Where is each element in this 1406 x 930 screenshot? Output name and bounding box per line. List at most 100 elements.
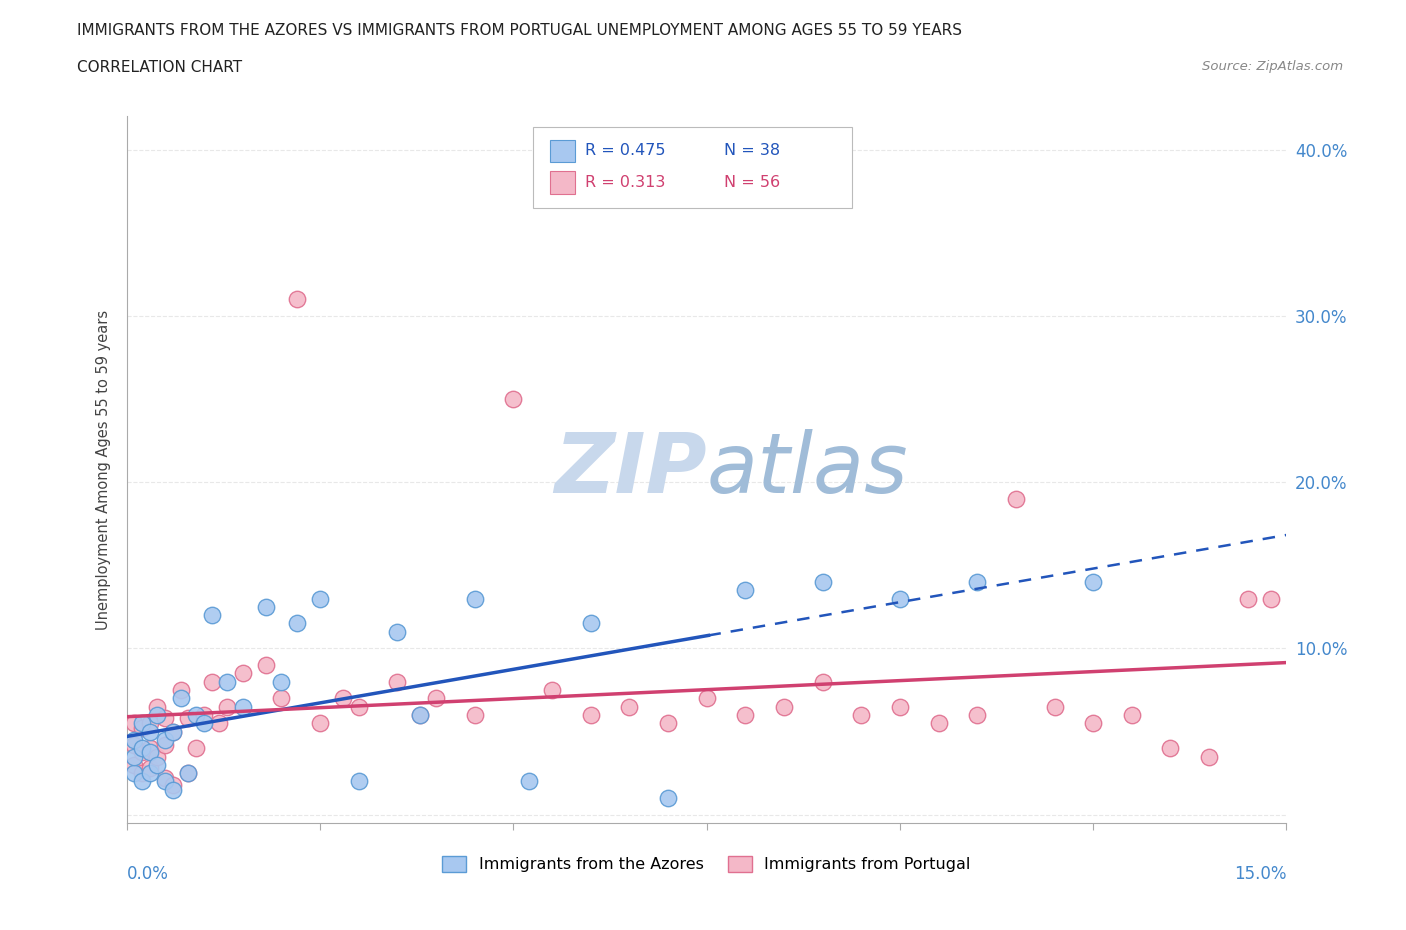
Point: [579, 616, 602, 631]
Point: [619, 699, 641, 714]
Point: [254, 600, 277, 615]
Bar: [550, 171, 575, 194]
Point: [811, 674, 834, 689]
Point: [385, 624, 409, 639]
Y-axis label: Unemployment Among Ages 55 to 59 years: Unemployment Among Ages 55 to 59 years: [96, 310, 111, 630]
Point: [138, 761, 162, 776]
Point: [217, 699, 239, 714]
Point: [217, 674, 239, 689]
Point: [889, 591, 911, 606]
Bar: [550, 140, 575, 162]
Point: [131, 721, 153, 736]
Text: 15.0%: 15.0%: [1234, 866, 1286, 884]
Point: [193, 708, 215, 723]
Point: [1198, 749, 1220, 764]
Point: [162, 777, 184, 792]
Point: [579, 708, 602, 723]
Point: [231, 666, 254, 681]
Point: [153, 737, 177, 752]
Point: [1237, 591, 1260, 606]
Point: [124, 757, 146, 772]
Text: R = 0.475: R = 0.475: [585, 143, 665, 158]
Point: [309, 716, 332, 731]
Point: [138, 744, 162, 759]
Point: [254, 658, 277, 672]
Point: [231, 699, 254, 714]
Point: [270, 674, 292, 689]
Point: [131, 744, 153, 759]
Point: [1121, 708, 1143, 723]
Point: [347, 774, 370, 789]
Point: [186, 708, 208, 723]
Point: [131, 774, 153, 789]
Point: [131, 741, 153, 756]
Point: [502, 392, 524, 406]
Point: [464, 591, 486, 606]
Point: [177, 765, 200, 780]
Point: [124, 749, 146, 764]
Point: [657, 790, 679, 805]
Point: [193, 716, 215, 731]
Point: [734, 583, 756, 598]
Point: [657, 716, 679, 731]
Point: [146, 708, 169, 723]
Text: CORRELATION CHART: CORRELATION CHART: [77, 60, 242, 75]
Text: Source: ZipAtlas.com: Source: ZipAtlas.com: [1202, 60, 1343, 73]
Point: [409, 708, 432, 723]
Point: [811, 575, 834, 590]
Text: IMMIGRANTS FROM THE AZORES VS IMMIGRANTS FROM PORTUGAL UNEMPLOYMENT AMONG AGES 5: IMMIGRANTS FROM THE AZORES VS IMMIGRANTS…: [77, 23, 962, 38]
Legend: Immigrants from the Azores, Immigrants from Portugal: Immigrants from the Azores, Immigrants f…: [436, 849, 977, 879]
Point: [347, 699, 370, 714]
Point: [146, 699, 169, 714]
Point: [146, 757, 169, 772]
Point: [285, 292, 308, 307]
Point: [1083, 575, 1105, 590]
Point: [1083, 716, 1105, 731]
Text: N = 38: N = 38: [724, 143, 780, 158]
Point: [124, 733, 146, 748]
Point: [153, 711, 177, 725]
Point: [1160, 741, 1182, 756]
Point: [138, 716, 162, 731]
Point: [124, 737, 146, 752]
Point: [1260, 591, 1282, 606]
Point: [1043, 699, 1066, 714]
Point: [409, 708, 432, 723]
Point: [540, 683, 562, 698]
Point: [208, 716, 231, 731]
Text: R = 0.313: R = 0.313: [585, 175, 665, 191]
Text: ZIP: ZIP: [554, 429, 707, 511]
Point: [146, 749, 169, 764]
Point: [425, 691, 447, 706]
Point: [131, 765, 153, 780]
Point: [270, 691, 292, 706]
Text: N = 56: N = 56: [724, 175, 780, 191]
Point: [169, 683, 191, 698]
Point: [177, 765, 200, 780]
Point: [464, 708, 486, 723]
FancyBboxPatch shape: [533, 126, 852, 208]
Point: [186, 741, 208, 756]
Point: [177, 711, 200, 725]
Point: [138, 741, 162, 756]
Point: [201, 607, 224, 622]
Point: [162, 724, 184, 739]
Point: [517, 774, 540, 789]
Point: [138, 765, 162, 780]
Point: [153, 774, 177, 789]
Point: [696, 691, 718, 706]
Text: 0.0%: 0.0%: [127, 866, 169, 884]
Point: [162, 782, 184, 797]
Point: [124, 716, 146, 731]
Point: [285, 616, 308, 631]
Point: [138, 724, 162, 739]
Point: [162, 724, 184, 739]
Point: [734, 708, 756, 723]
Point: [773, 699, 796, 714]
Point: [309, 591, 332, 606]
Point: [385, 674, 409, 689]
Point: [201, 674, 224, 689]
Point: [332, 691, 354, 706]
Point: [153, 733, 177, 748]
Point: [889, 699, 911, 714]
